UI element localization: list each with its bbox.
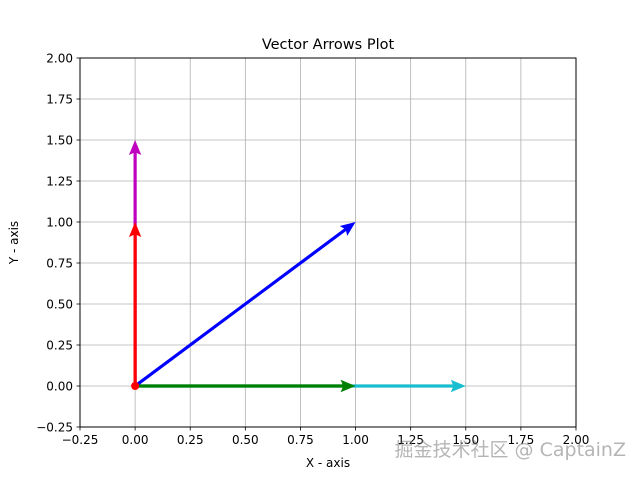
- x-tick-label: 0.25: [177, 433, 204, 447]
- origin-point: [131, 382, 140, 390]
- plot-frame: [79, 57, 577, 428]
- x-tick-label: 2.00: [563, 433, 590, 447]
- y-tick-label: 0.50: [46, 297, 73, 311]
- x-tick-label: 1.50: [452, 433, 479, 447]
- vector-arrow: [135, 379, 356, 393]
- vector-arrow: [128, 222, 142, 386]
- y-tick-label: 0.25: [46, 338, 73, 352]
- watermark: 掘金技术社区 @ CaptainZ: [394, 439, 626, 461]
- vectors: [128, 140, 466, 393]
- vector-arrow: [134, 222, 356, 388]
- x-tick-label: 1.75: [508, 433, 535, 447]
- y-tick-label: 1.75: [46, 92, 73, 106]
- y-tick-label: 0.00: [46, 379, 73, 393]
- x-tick-label: 1.00: [342, 433, 369, 447]
- y-tick-label: 2.00: [46, 51, 73, 65]
- x-tick-label: 0.50: [232, 433, 259, 447]
- x-tick-label: 0.00: [122, 433, 149, 447]
- y-axis-label: Y - axis: [7, 221, 21, 265]
- y-tick-label: 1.00: [46, 215, 73, 229]
- y-tick-label: 1.50: [46, 133, 73, 147]
- y-tick-label: 0.75: [46, 256, 73, 270]
- x-axis-label: X - axis: [306, 456, 350, 470]
- x-tick-label: 0.75: [287, 433, 314, 447]
- y-tick-label: 1.25: [46, 174, 73, 188]
- x-tick-label: 1.25: [397, 433, 424, 447]
- ticks: −0.25 0.00 0.25 0.50 0.75 1.00 1.25 1.50 1.75 2.0…: [36, 51, 589, 447]
- chart-title: Vector Arrows Plot: [262, 37, 395, 53]
- y-tick-label: −0.25: [36, 420, 73, 434]
- x-tick-label: −0.25: [62, 433, 99, 447]
